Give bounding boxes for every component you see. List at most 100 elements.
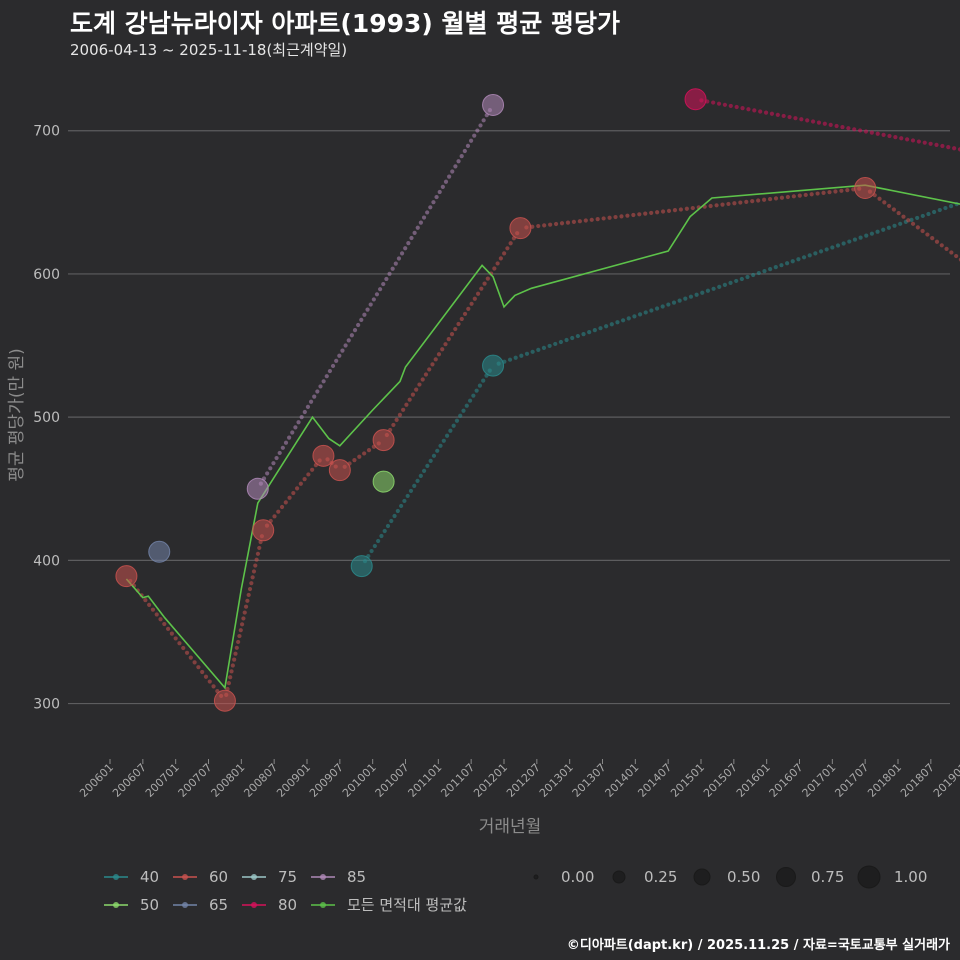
y-axis-label: 평균 평당가(만 원) <box>7 348 27 482</box>
series-60-trend-dot <box>239 622 245 627</box>
series-80-trend-dot <box>910 138 916 143</box>
series-40-trend-dot <box>717 284 722 289</box>
series-60-trend-dot <box>459 316 464 322</box>
series-60-trend-dot <box>352 458 357 463</box>
series-60-trend-dot <box>750 199 755 204</box>
series-40-trend-dot <box>609 322 614 327</box>
series-85-trend-dot <box>403 246 408 251</box>
series-65-point <box>148 540 171 563</box>
series-85-trend-dot <box>330 363 336 369</box>
series-80-trend-dot <box>940 143 945 149</box>
series-60-trend-dot <box>436 352 442 357</box>
series-85-trend-dot <box>302 409 307 415</box>
series-40-trend-dot <box>435 448 440 453</box>
series-85-trend-dot <box>274 455 279 461</box>
series-40-trend-dot <box>471 393 476 398</box>
series-85-trend-dot <box>359 317 364 322</box>
series-85-trend-dot <box>346 338 351 343</box>
x-tick-200907: 200907 <box>307 761 346 800</box>
x-tick-201701: 201701 <box>800 761 839 800</box>
series-85-trend-dot <box>324 374 329 379</box>
series-85-trend-dot <box>481 118 486 123</box>
series-60-trend-dot <box>944 246 949 251</box>
series-40-trend-dot <box>915 215 920 221</box>
series-80-trend-dot <box>740 106 745 111</box>
series-85-trend-dot <box>327 368 333 374</box>
series-85-trend-dot <box>268 466 273 471</box>
series-85-trend-dot <box>299 415 304 420</box>
series-85-trend-dot <box>321 379 326 384</box>
series-60-trend-dot <box>613 214 618 220</box>
series-60-trend-dot <box>833 189 838 194</box>
series-60-trend-dot <box>708 203 713 209</box>
series-60-trend-dot <box>906 218 911 223</box>
series-40-trend-dot <box>418 473 423 478</box>
series-85-trend-dot <box>415 225 420 230</box>
chart-subtitle: 2006-04-13 ~ 2025-11-18(최근계약일) <box>70 41 348 59</box>
series-60-trend-dot <box>279 504 285 510</box>
series-40-trend-dot <box>835 243 841 248</box>
series-85-trend-dot <box>437 189 442 195</box>
series-40-trend-dot <box>431 453 437 458</box>
series-40-trend-dot <box>395 508 400 514</box>
series-60-trend-dot <box>362 451 367 456</box>
series-40-trend-dot <box>875 229 880 234</box>
series-60-trend-dot <box>241 616 246 621</box>
series-60-trend-dot <box>446 337 451 342</box>
series-40-trend-dot <box>458 413 463 418</box>
series-60-trend-dot <box>809 192 814 197</box>
series-40-trend-dot <box>722 282 727 287</box>
series-85-point <box>246 477 269 500</box>
series-40-trend-dot <box>598 326 603 331</box>
y-tick-600: 600 <box>33 267 60 283</box>
series-40-trend-dot <box>756 270 761 276</box>
series-85-trend-dot <box>308 399 314 404</box>
series-85-trend-dot <box>399 251 405 256</box>
y-axis-ticks: 300 400 500 600 700 <box>33 124 60 713</box>
x-tick-201807: 201807 <box>898 761 937 800</box>
series-60-trend-dot <box>583 218 588 223</box>
series-40-trend-dot <box>824 247 829 252</box>
series-60-trend-dot <box>714 203 719 208</box>
series-40-trend-dot <box>570 335 575 341</box>
series-60-trend-dot <box>744 199 749 204</box>
legend-swatch-dot <box>251 902 257 908</box>
x-tick-201401: 201401 <box>603 761 642 800</box>
series-60-trend-dot <box>930 236 935 241</box>
series-85-trend-dot <box>440 184 445 189</box>
series-85-trend-dot <box>334 358 339 363</box>
series-60-trend-dot <box>803 192 808 198</box>
x-tick-201407: 201407 <box>635 761 674 800</box>
series-60-trend-dot <box>246 592 251 598</box>
series-60-trend-dot <box>366 447 372 453</box>
series-85-trend-dot <box>378 287 383 292</box>
series-60-trend-dot <box>433 357 438 362</box>
series-60-point <box>115 565 138 588</box>
average-layer <box>125 184 960 690</box>
series-60-trend-dot <box>505 246 510 251</box>
series-60-trend-dot <box>394 417 399 422</box>
series-40-trend-dot <box>604 324 609 329</box>
series-40-trend-dot <box>399 503 404 509</box>
series-80-trend-dot <box>952 146 957 151</box>
series-40-trend-dot <box>553 341 558 347</box>
series-60-trend-dot <box>469 301 474 306</box>
series-60-trend-dot <box>839 188 844 193</box>
series-80-trend-dot <box>934 142 939 148</box>
series-40-trend-dot <box>444 433 450 438</box>
series-40-trend-dot <box>768 267 773 272</box>
series-85-trend-dot <box>305 404 311 409</box>
series-40-trend-dot <box>852 237 858 242</box>
series-60-trend-dot <box>427 367 432 372</box>
series-85-trend-dot <box>428 205 433 210</box>
series-40-trend-dot <box>694 292 699 297</box>
series-40-trend-dot <box>564 337 569 343</box>
series-85-trend-dot <box>283 440 289 445</box>
series-40-trend-dot <box>649 308 654 313</box>
x-tick-201301: 201301 <box>537 761 576 800</box>
series-40-trend-dot <box>408 488 414 494</box>
series-85-trend-dot <box>371 297 376 302</box>
series-60-trend-dot <box>232 657 237 662</box>
series-40-trend-dot <box>711 286 716 291</box>
series-40-trend-dot <box>581 331 586 337</box>
